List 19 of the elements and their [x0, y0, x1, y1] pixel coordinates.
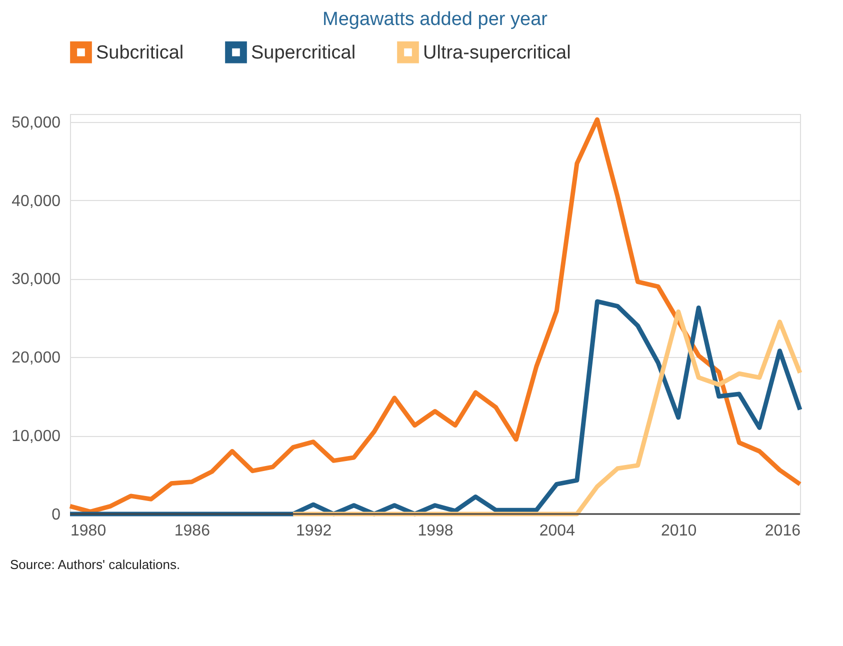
x-tick-label: 2004 [539, 522, 576, 540]
y-tick-label: 10,000 [12, 428, 61, 446]
x-tick-label: 2010 [661, 522, 697, 540]
x-tick-label: 2016 [764, 522, 801, 540]
chart-title: Megawatts added per year [322, 9, 548, 30]
y-tick-label: 50,000 [12, 114, 61, 132]
x-tick-label: 1992 [296, 522, 332, 540]
source-note: Source: Authors' calculations. [10, 557, 180, 572]
legend-label: Subcritical [96, 42, 184, 64]
legend-label: Ultra-supercritical [423, 42, 571, 64]
y-tick-label: 0 [52, 506, 61, 524]
x-tick-label: 1986 [174, 522, 210, 540]
y-tick-label: 20,000 [12, 350, 61, 367]
x-tick-label: 1998 [418, 522, 454, 540]
line-series [68, 117, 802, 514]
y-tick-label: 40,000 [12, 192, 61, 210]
legend-label: Supercritical [251, 42, 356, 64]
x-tick-label: 1980 [70, 522, 106, 540]
y-tick-label: 30,000 [12, 271, 61, 288]
